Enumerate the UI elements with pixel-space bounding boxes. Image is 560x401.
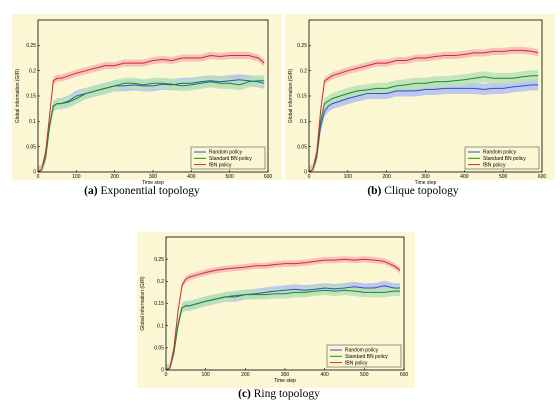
series-band-standard-bn-policy — [166, 285, 400, 370]
y-tick-label: 0.05 — [297, 144, 307, 150]
caption-text: Ring topology — [254, 388, 320, 400]
y-tick-label: 0.1 — [300, 119, 307, 125]
legend-label-standard-bn-policy: Standard BN policy — [209, 156, 252, 162]
legend-box — [190, 146, 266, 170]
caption-tag: (c) — [238, 388, 254, 400]
y-tick-label: 0 — [161, 368, 164, 374]
legend-label-fbn-policy: fBN policy — [209, 162, 232, 168]
y-tick-label: 0 — [304, 170, 307, 176]
legend-label-random-policy: Random policy — [483, 150, 517, 156]
series-line-standard-bn-policy — [165, 289, 400, 371]
caption-tag: (b) — [367, 185, 384, 197]
legend-box — [326, 344, 402, 368]
series-band-standard-bn-policy — [38, 75, 265, 172]
y-tick-label: 0.15 — [154, 301, 164, 307]
x-tick-label: 400 — [187, 174, 196, 180]
legend-label-standard-bn-policy: Standard BN policy — [483, 156, 526, 162]
x-tick-label: 0 — [165, 372, 168, 378]
y-tick-label: 0.25 — [26, 43, 36, 49]
x-tick-label: 500 — [360, 372, 369, 378]
series-band-random-policy — [309, 79, 539, 172]
panel-exponential-topology: 0 100 200 300 400 500 600 0 0.05 0.1 0.15 0.2 0.25 Ti… — [12, 14, 282, 197]
x-tick-label: 600 — [400, 372, 409, 378]
y-axis-title: Global information (GIR) — [140, 276, 146, 331]
caption-text: Exponential topology — [100, 185, 200, 197]
legend-label-random-policy: Random policy — [345, 348, 379, 354]
x-tick-label: 600 — [264, 174, 273, 180]
y-tick-label: 0.15 — [297, 94, 307, 100]
caption-tag: (a) — [84, 185, 100, 197]
y-tick-label: 0.2 — [300, 68, 307, 74]
x-tick-label: 500 — [225, 174, 234, 180]
x-tick-label: 200 — [241, 372, 250, 378]
legend-label-fbn-policy: fBN policy — [483, 162, 506, 168]
legend-label-standard-bn-policy: Standard BN policy — [345, 354, 388, 360]
x-tick-label: 300 — [281, 372, 290, 378]
x-axis-title: Time step — [274, 378, 296, 384]
x-tick-label: 200 — [110, 174, 119, 180]
y-tick-label: 0 — [33, 170, 36, 176]
panel-caption: (b) Clique topology — [367, 185, 459, 197]
series-line-fbn-policy — [308, 49, 539, 173]
x-tick-label: 600 — [538, 174, 547, 180]
legend-label-random-policy: Random policy — [209, 150, 243, 156]
y-axis-title: Global information (GIR) — [288, 69, 294, 124]
series-line-standard-bn-policy — [308, 75, 539, 173]
x-tick-label: 100 — [344, 174, 353, 180]
y-tick-label: 0.1 — [157, 323, 164, 329]
x-tick-label: 300 — [149, 174, 158, 180]
y-axis-title: Global information (GIR) — [15, 69, 21, 124]
x-tick-label: 400 — [320, 372, 329, 378]
y-tick-label: 0.1 — [29, 119, 36, 125]
x-tick-label: 100 — [201, 372, 210, 378]
y-tick-label: 0.2 — [157, 279, 164, 285]
series-line-fbn-policy — [37, 55, 265, 173]
series-line-fbn-policy — [165, 258, 401, 371]
x-tick-label: 500 — [499, 174, 508, 180]
panel-caption: (a) Exponential topology — [84, 185, 200, 197]
series-line-random-policy — [308, 84, 539, 173]
y-tick-label: 0.2 — [29, 68, 36, 74]
legend-label-fbn-policy: fBN policy — [345, 360, 368, 366]
x-tick-label: 100 — [72, 174, 81, 180]
x-tick-label: 400 — [460, 174, 469, 180]
panel-caption: (c) Ring topology — [238, 388, 320, 400]
x-tick-label: 200 — [382, 174, 391, 180]
y-tick-label: 0.25 — [297, 43, 307, 49]
y-tick-label: 0.05 — [154, 346, 164, 352]
x-tick-label: 0 — [308, 174, 311, 180]
caption-text: Clique topology — [384, 185, 459, 197]
x-tick-label: 300 — [421, 174, 430, 180]
x-axis-title: Time step — [415, 180, 437, 186]
panel-ring-topology: 0 100 200 300 400 500 600 0 0.05 0.1 0.15 0.2 0.25 Ti… — [137, 232, 415, 400]
legend-box — [464, 146, 540, 170]
panel-clique-topology: 0 100 200 300 400 500 600 0 0.05 0.1 0.15 0.2 0.25 Ti… — [285, 14, 555, 197]
x-tick-label: 0 — [37, 174, 40, 180]
y-tick-label: 0.15 — [26, 94, 36, 100]
y-tick-label: 0.25 — [154, 257, 164, 263]
x-axis-title: Time step — [142, 180, 164, 186]
y-tick-label: 0.05 — [26, 144, 36, 150]
series-band-standard-bn-policy — [309, 70, 539, 172]
series-line-standard-bn-policy — [37, 80, 265, 173]
